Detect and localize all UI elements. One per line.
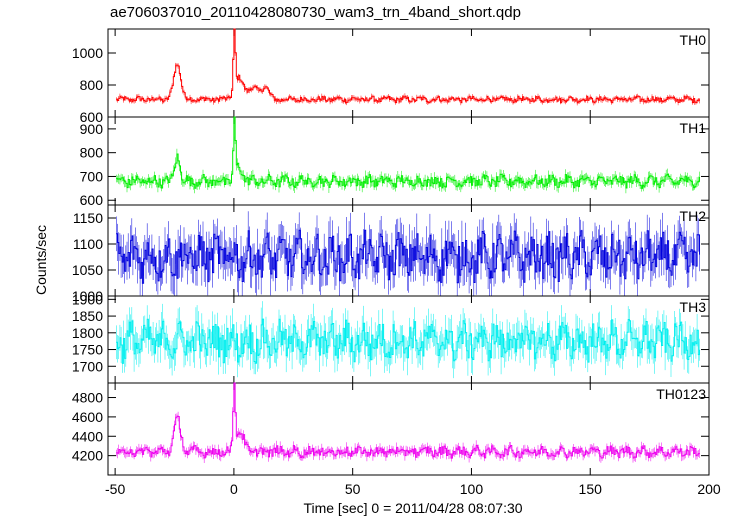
x-axis-label: Time [sec] 0 = 2011/04/28 08:07:30 xyxy=(303,500,522,516)
series-line-TH0 xyxy=(116,28,700,104)
panel-frame-TH0 xyxy=(107,28,710,118)
error-bars-TH0 xyxy=(116,49,700,106)
series-line-TH1 xyxy=(116,116,700,189)
y-tick-label-TH0123: 4600 xyxy=(72,409,103,425)
panel-label-TH2: TH2 xyxy=(680,208,707,224)
y-tick-label-TH3: 1900 xyxy=(72,291,103,307)
y-tick-label-TH2: 1000 xyxy=(72,288,103,304)
y-tick-label-TH2: 1100 xyxy=(73,236,103,252)
panel-label-TH1: TH1 xyxy=(680,120,707,136)
chart-title: ae706037010_20110428080730_wam3_trn_4ban… xyxy=(110,4,521,21)
y-tick-label-TH1: 700 xyxy=(80,168,104,184)
y-tick-label-TH3: 1800 xyxy=(72,325,103,341)
y-tick-label-TH1: 600 xyxy=(80,192,104,208)
x-tick-label: 50 xyxy=(345,481,361,497)
x-tick-label: 0 xyxy=(230,481,238,497)
y-tick-label-TH0: 800 xyxy=(80,77,104,93)
series-line-TH0123 xyxy=(116,382,700,459)
y-tick-label-TH2: 1150 xyxy=(73,210,103,226)
x-tick-label: 200 xyxy=(697,481,721,497)
x-tick-label: -50 xyxy=(105,481,125,497)
y-tick-label-TH0123: 4800 xyxy=(72,390,103,406)
y-tick-label-TH0: 600 xyxy=(80,109,104,125)
y-tick-label-TH0123: 4400 xyxy=(72,428,103,444)
y-tick-label-TH0: 1000 xyxy=(72,45,103,61)
y-tick-label-TH3: 1700 xyxy=(72,358,103,374)
panel-label-TH0123: TH0123 xyxy=(656,386,706,402)
series-line-TH3 xyxy=(116,318,700,364)
y-tick-label-TH1: 800 xyxy=(80,145,104,161)
y-tick-label-TH1: 900 xyxy=(80,121,104,137)
x-tick-label: 150 xyxy=(579,481,603,497)
y-tick-label-TH3: 1750 xyxy=(72,342,103,358)
panel-label-TH3: TH3 xyxy=(680,299,707,315)
x-tick-label: 100 xyxy=(460,481,484,497)
panel-frame-TH1 xyxy=(107,116,710,206)
series-line-TH2 xyxy=(116,229,700,284)
y-tick-label-TH0123: 4200 xyxy=(72,448,103,464)
panel-frame-TH0123 xyxy=(107,382,710,476)
y-axis-label: Counts/sec xyxy=(33,225,49,295)
y-tick-label-TH2: 1050 xyxy=(72,262,103,278)
y-tick-label-TH3: 1850 xyxy=(72,308,103,324)
panel-label-TH0: TH0 xyxy=(680,32,707,48)
